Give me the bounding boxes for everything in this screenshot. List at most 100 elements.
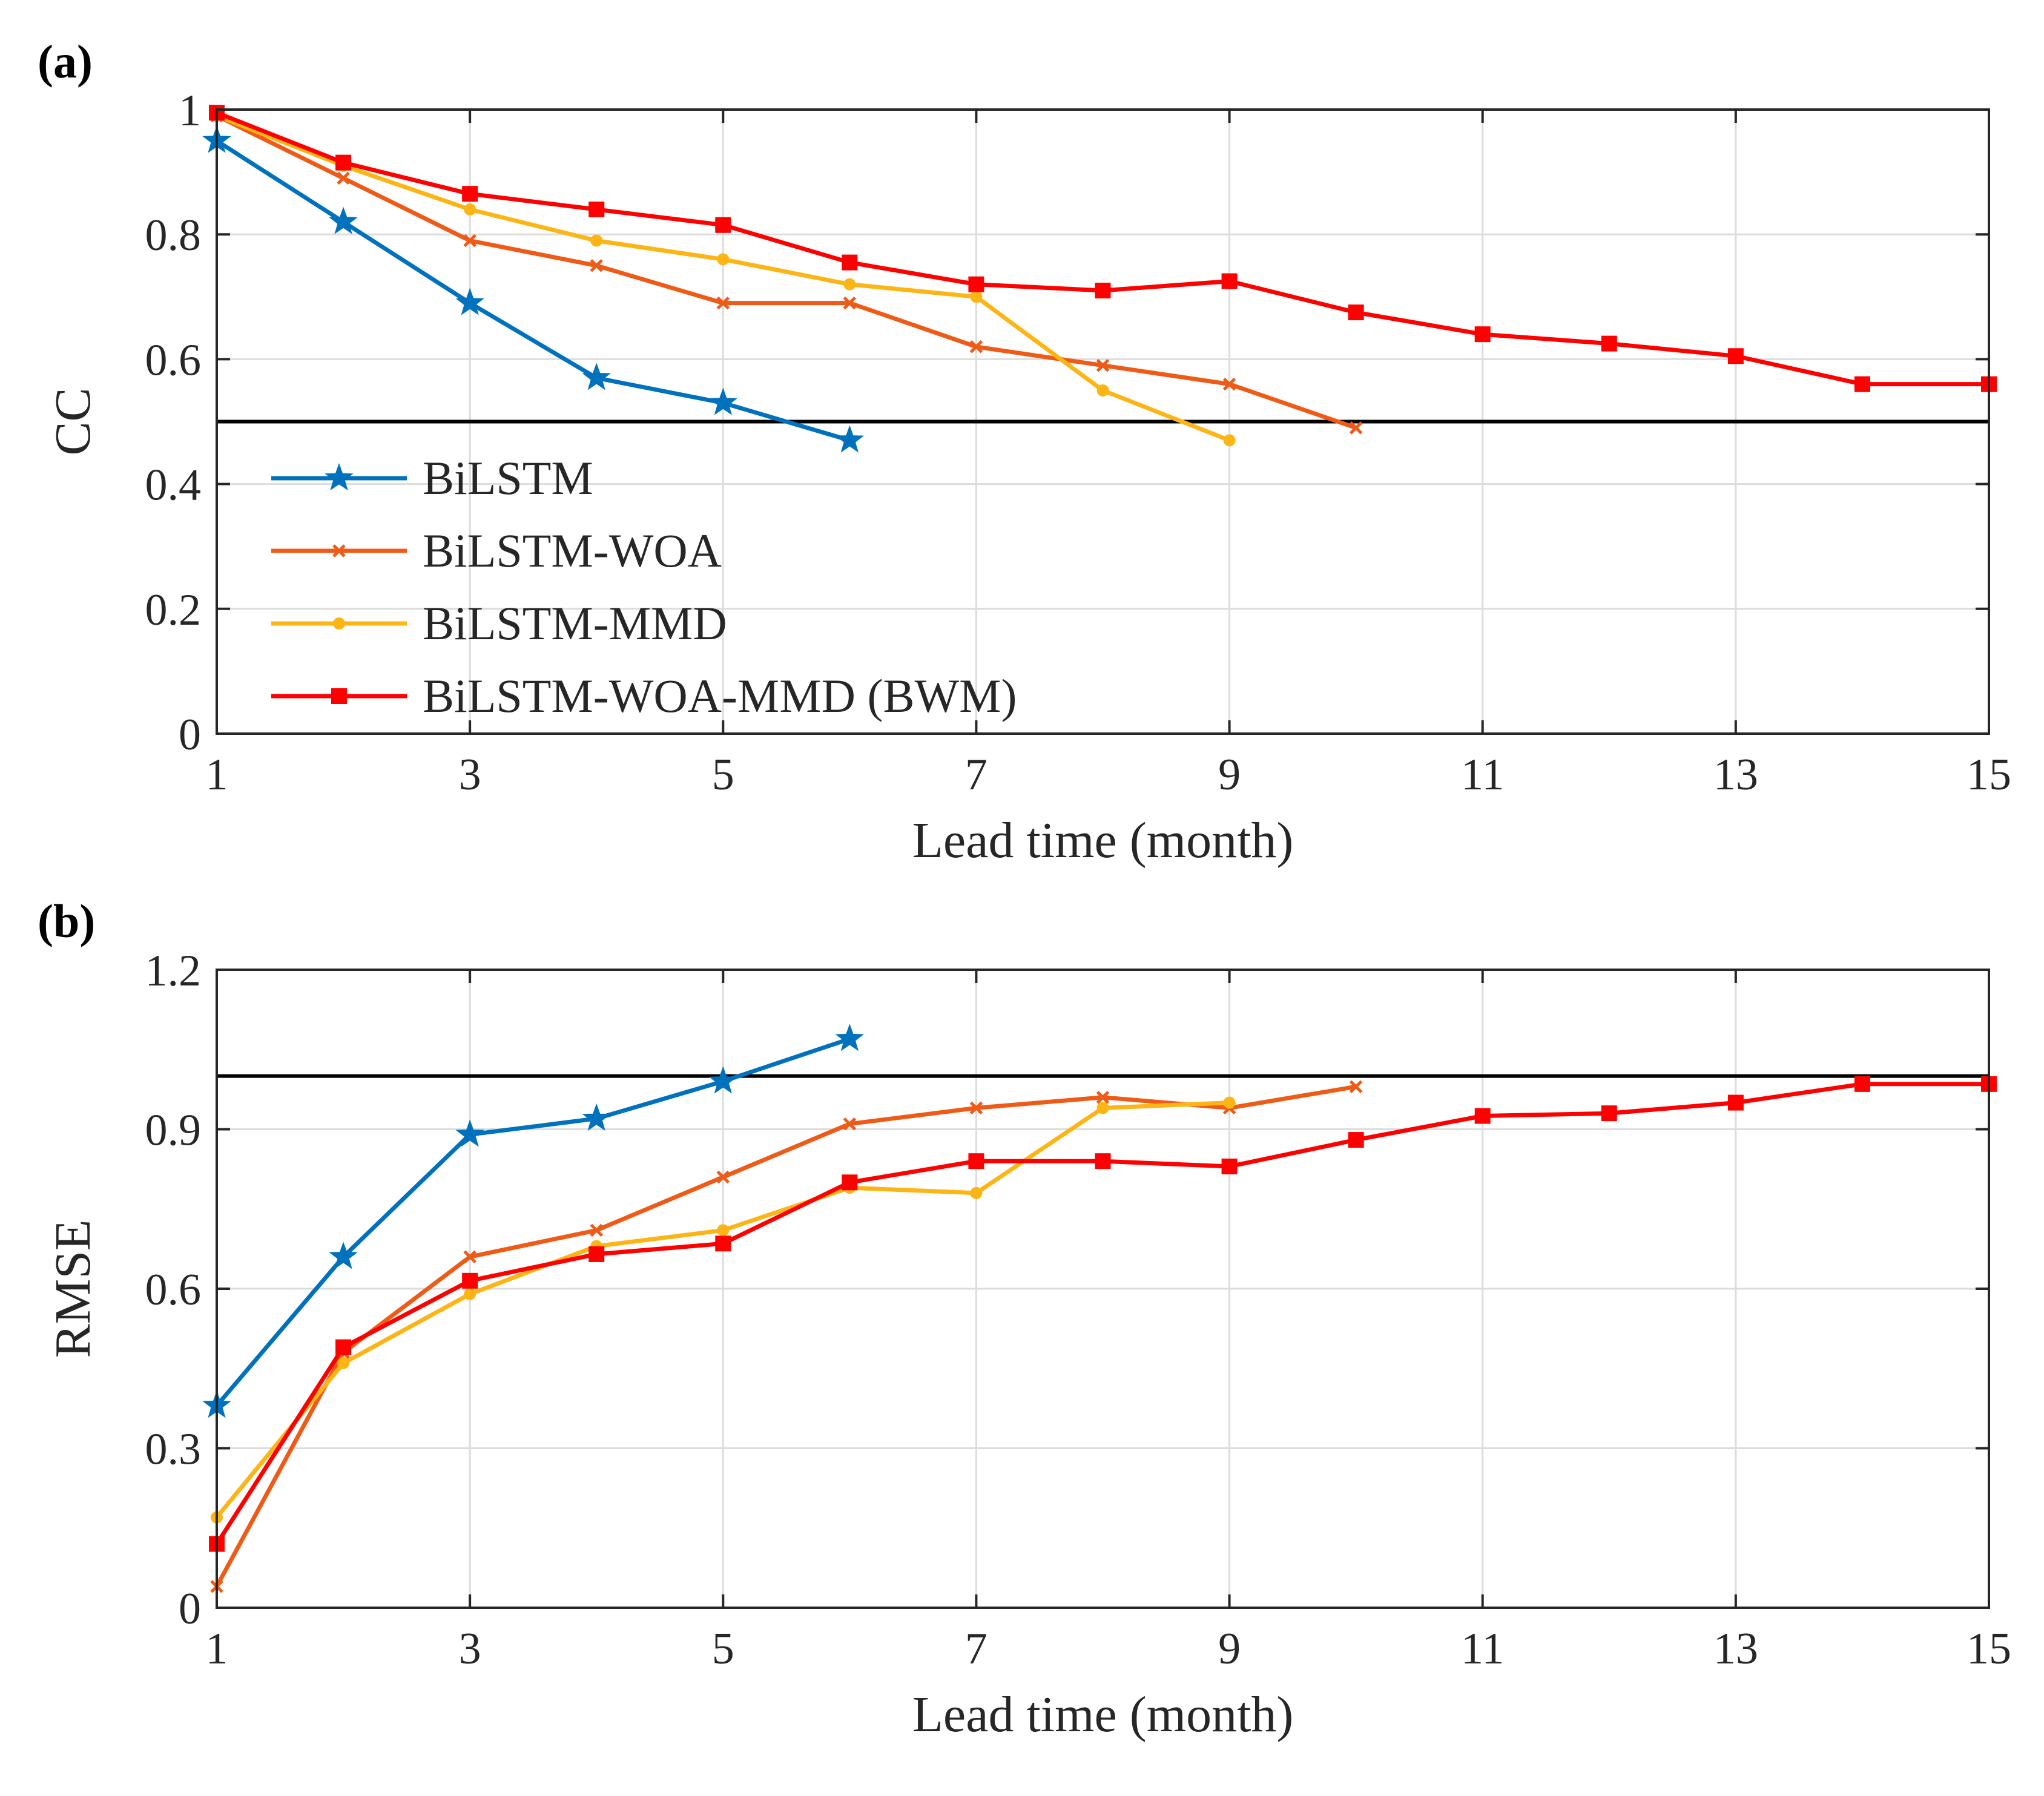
panel-a-point-bilstm-woa-7 [969,340,983,354]
panel-b-x-tick-label-1: 1 [206,1624,228,1674]
panel-b-series [202,1024,1997,1593]
panel-a-x-axis-label: Lead time (month) [912,812,1294,869]
panel-a-point-bilstm-woa-mmd-bwm-4 [588,201,605,217]
panel-a-point-bilstm-woa-5 [716,296,730,310]
panel-b-point-bilstm-woa-mmd-bwm-7 [968,1153,984,1169]
panel-b-point-bilstm-woa-mmd-bwm-3 [462,1272,478,1289]
panel-a-point-bilstm-4 [582,363,611,390]
panel-b-point-bilstm-woa-mmd-bwm-4 [588,1246,605,1262]
panel-a-point-bilstm-woa-mmd-bwm-14 [1854,376,1870,392]
panel-b-point-bilstm-woa-mmd-bwm-12 [1601,1105,1617,1122]
legend: BiLSTM BiLSTM-WOA BiLSTM-MMD BiLSTM-WOA-MMD… [271,452,1017,722]
panel-a-point-bilstm-6 [835,425,865,453]
panel-a-x-tick-label-7: 7 [965,750,987,800]
panel-b-x-tick-label-9: 9 [1218,1624,1241,1674]
panel-a-point-bilstm-woa-4 [590,258,603,272]
panel-a-y-tick-label-1: 0.2 [145,585,202,635]
panel-b-series-line-bilstm-woa [214,1084,1357,1588]
panel-a-point-bilstm-mmd-6 [843,278,856,291]
panel-a-point-bilstm-mmd-5 [717,253,730,266]
panel-a-point-bilstm-woa-mmd-bwm-8 [1095,282,1111,298]
panel-b-point-bilstm-woa-10 [1349,1080,1363,1093]
panel-b-x-tick-label-5: 5 [712,1624,734,1674]
panel-a-point-bilstm-3 [455,288,484,315]
panel-b-y-tick-label-1: 0.3 [145,1425,202,1475]
panel-a-point-bilstm-woa-3 [463,234,476,248]
panel-a-x-tick-label-13: 13 [1713,750,1758,800]
panel-b-point-bilstm-woa-6 [843,1117,857,1131]
panel-b-point-bilstm-mmd-3 [464,1288,476,1300]
panel-b-point-bilstm-woa-mmd-bwm-14 [1854,1076,1870,1092]
panel-a-axes-box [216,108,1990,735]
legend-marker-bilstm-woa [332,544,346,558]
panel-a-x-tick-label-3: 3 [459,750,481,800]
panel-b-point-bilstm-woa-8 [1096,1091,1110,1104]
panel-a-y-tick-label-5: 1 [179,86,201,136]
panel-b-x-tick-label-15: 15 [1967,1624,2011,1674]
panel-b-point-bilstm-mmd-2 [337,1357,350,1369]
panel-b-point-bilstm-mmd-9 [1223,1096,1236,1109]
panel-b-y-tick-label-3: 0.9 [145,1106,202,1156]
panel-b-point-bilstm-4 [582,1103,611,1131]
panel-a-point-bilstm-woa-mmd-bwm-13 [1727,348,1744,364]
panel-a-point-bilstm-mmd-3 [464,203,476,215]
panel-b-x-tick-label-13: 13 [1713,1624,1758,1674]
panel-a-series-line-bilstm [216,139,851,442]
panel-a-x-tick-label-1: 1 [206,750,228,800]
panel-a-y-tick-label-2: 0.4 [145,461,202,510]
legend-marker-bilstm-mmd [333,617,345,630]
panel-a-point-bilstm-woa-8 [1096,358,1110,372]
panel-b-point-bilstm-woa-5 [716,1170,730,1184]
panel-b-point-bilstm-woa-mmd-bwm-8 [1095,1153,1111,1169]
panel-b-x-tick-label-11: 11 [1461,1624,1504,1674]
panel-b-point-bilstm-woa-mmd-bwm-5 [715,1235,731,1252]
panel-a-series-line-bilstm-woa [216,114,1357,430]
panel-a-point-bilstm-woa-mmd-bwm-5 [715,217,731,233]
panel-b-series-line-bilstm [215,1036,851,1407]
panel-a-series-line-bilstm-woa-mmd-bwm [216,110,1989,387]
panel-a-point-bilstm-mmd-7 [970,291,983,303]
panel-b-point-bilstm-mmd-8 [1096,1102,1109,1114]
panel-b-point-bilstm-5 [708,1066,738,1094]
panel-b-point-bilstm-woa-4 [590,1223,603,1237]
panel-a-point-bilstm-mmd-8 [1096,384,1109,396]
panel-b-point-bilstm-3 [455,1119,484,1147]
panel-a-point-bilstm-woa-9 [1222,377,1236,391]
panel-b-y-axis-label: RMSE [45,1220,101,1358]
panel-a-point-bilstm-woa-mmd-bwm-12 [1601,335,1617,352]
panel-a-point-bilstm-woa-mmd-bwm-7 [968,276,984,292]
panel-a-x-tick-label-5: 5 [712,750,734,800]
panel-a-point-bilstm-woa-10 [1349,421,1363,435]
panel-b-point-bilstm-woa-mmd-bwm-6 [842,1174,858,1191]
panel-a-point-bilstm-2 [329,206,358,234]
panel-b-point-bilstm-mmd-5 [717,1224,730,1237]
legend-label-bilstm: BiLSTM [423,452,593,504]
panel-a-point-bilstm-woa-mmd-bwm-11 [1474,326,1491,343]
panel-b-x-axis-label: Lead time (month) [912,1686,1294,1743]
panel-b-y-tick-label-4: 1.2 [145,946,202,996]
panel-a-x-tick-label-11: 11 [1461,750,1504,800]
panel-a-point-bilstm-woa-mmd-bwm-2 [335,154,352,171]
panel-a-point-bilstm-woa-6 [843,296,857,310]
legend-marker-bilstm-woa-mmd-bwm [331,688,347,704]
panel-b-point-bilstm-mmd-7 [970,1186,983,1199]
panel-b-point-bilstm-woa-mmd-bwm-11 [1474,1108,1491,1124]
panel-a-x-tick-label-9: 9 [1218,750,1241,800]
legend-label-bilstm-mmd: BiLSTM-MMD [423,597,727,650]
panel-a-point-bilstm-mmd-9 [1223,434,1236,447]
panel-a-point-bilstm-5 [708,387,738,415]
panel-b-point-bilstm-woa-7 [969,1101,983,1115]
panel-b-label: (b) [38,895,95,947]
panel-a-point-bilstm-woa-mmd-bwm-9 [1221,273,1238,289]
panel-a-y-axis-label: CC [45,387,101,455]
panel-b-point-bilstm-woa-mmd-bwm-9 [1221,1158,1238,1174]
panel-b-point-bilstm-2 [329,1242,358,1269]
panel-a-point-bilstm-mmd-4 [590,234,603,247]
panel-b-point-bilstm-woa-mmd-bwm-2 [335,1339,352,1355]
panel-b-point-bilstm-woa-3 [463,1250,476,1264]
panel-a-y-tick-label-4: 0.8 [145,211,202,260]
